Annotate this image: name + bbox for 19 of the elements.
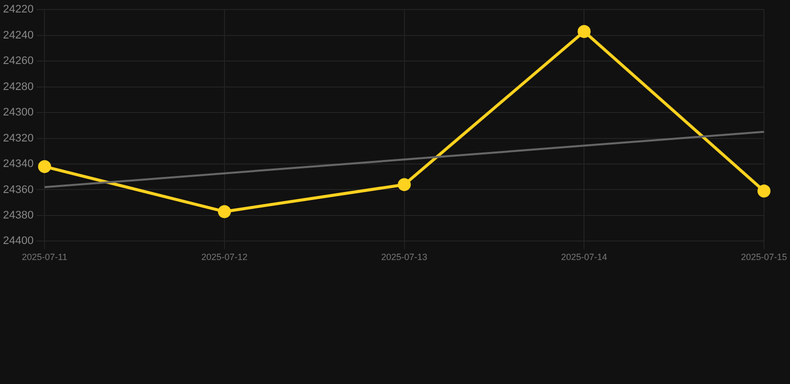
y-tick-label: 24400 (2, 235, 34, 248)
y-tick-label: 24300 (2, 106, 34, 119)
x-tick-label: 2025-07-15 (740, 252, 788, 262)
x-tick-label: 2025-07-11 (22, 252, 68, 262)
x-tick-label: 2025-07-12 (201, 252, 248, 262)
y-tick-label: 24320 (2, 132, 34, 144)
point (578, 24, 591, 38)
point (398, 178, 411, 192)
y-tick-label: 24240 (2, 29, 34, 42)
point (757, 184, 770, 198)
y-tick-label: 24280 (2, 80, 34, 93)
x-tick-label: 2025-07-13 (381, 252, 428, 262)
point (218, 205, 231, 218)
y-tick-label: 24260 (2, 55, 34, 68)
y-tick-label: 24340 (2, 158, 34, 170)
x-tick-label: 2025-07-14 (561, 252, 608, 262)
y-tick-label: 24380 (2, 210, 34, 222)
y-tick-label: 24220 (2, 4, 34, 16)
y-tick-label: 24360 (2, 184, 34, 196)
